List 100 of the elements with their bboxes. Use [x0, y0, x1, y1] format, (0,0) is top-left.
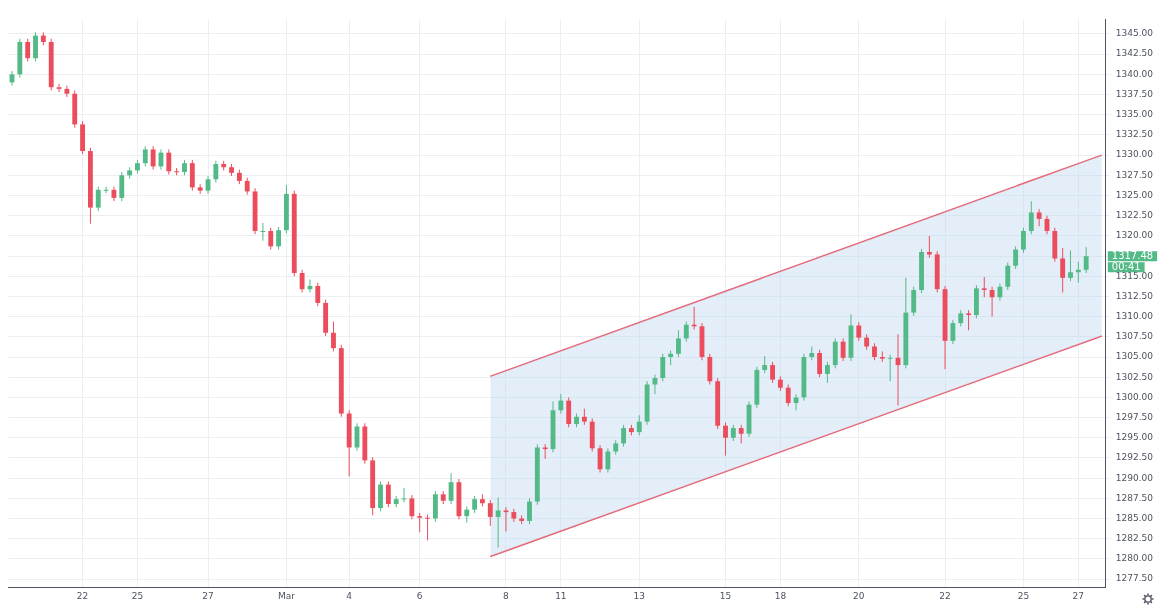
candlestick	[1083, 246, 1089, 274]
candlestick	[260, 222, 266, 242]
candlestick	[378, 480, 383, 512]
x-tick-label: 25	[131, 590, 144, 601]
y-tick-label: 1310.00	[1115, 310, 1154, 321]
y-tick-label: 1285.00	[1115, 512, 1154, 523]
candlestick	[315, 282, 321, 307]
candlestick	[448, 472, 454, 505]
candlestick	[785, 383, 791, 407]
candlestick	[487, 499, 493, 527]
y-tick-label: 1287.50	[1115, 492, 1154, 503]
y-tick-label: 1320.00	[1115, 230, 1154, 241]
candlestick	[723, 421, 728, 457]
x-tick-label: 22	[76, 590, 89, 601]
candlestick	[605, 447, 611, 474]
candlestick	[213, 160, 219, 184]
y-tick-label: 1295.00	[1115, 432, 1154, 443]
candlestick	[911, 286, 917, 317]
candlestick	[621, 424, 627, 448]
candlestick	[636, 414, 642, 436]
candlestick	[56, 83, 62, 93]
y-tick-label: 1315.00	[1115, 270, 1154, 281]
candlestick	[119, 171, 125, 202]
candlestick	[966, 309, 971, 331]
candlestick	[1028, 200, 1034, 235]
candlestick	[276, 226, 282, 251]
x-tick-label: 13	[633, 590, 645, 601]
y-tick-label: 1340.00	[1115, 68, 1154, 79]
candlestick	[1060, 247, 1066, 293]
y-tick-label: 1325.00	[1115, 189, 1154, 200]
y-tick-label: 1322.50	[1115, 210, 1154, 221]
y-tick-label: 1342.50	[1115, 48, 1154, 59]
candlestick	[981, 276, 987, 298]
y-tick-label: 1300.00	[1115, 391, 1154, 402]
candlestick	[825, 361, 830, 384]
y-tick-label: 1327.50	[1115, 169, 1154, 180]
candlestick	[840, 337, 846, 362]
candlestick	[1005, 262, 1011, 291]
y-tick-label: 1312.50	[1115, 290, 1154, 301]
candlestick	[887, 354, 893, 382]
x-tick-label: 15	[719, 590, 732, 601]
x-tick-label: 22	[939, 590, 951, 601]
candlestick	[817, 349, 823, 378]
candlestick	[1013, 245, 1019, 270]
candlestick	[64, 85, 70, 98]
candlestick	[103, 186, 109, 194]
x-tick-label: 18	[774, 590, 787, 601]
y-tick-label: 1335.00	[1115, 109, 1154, 120]
candlestick	[33, 31, 38, 62]
candlestick	[495, 497, 501, 549]
x-tick-label: 27	[1072, 590, 1085, 601]
candlestick	[566, 396, 572, 428]
candlestick	[770, 361, 775, 384]
candlestick	[425, 514, 430, 541]
y-tick-label: 1332.50	[1115, 129, 1154, 140]
candlestick	[832, 337, 838, 369]
candlestick	[1036, 208, 1042, 227]
candlestick	[142, 145, 148, 167]
x-tick-label: Mar	[277, 590, 296, 601]
candlestick	[268, 227, 274, 251]
candlestick	[683, 320, 689, 343]
y-tick-label: 1305.00	[1115, 351, 1154, 362]
text: 1317.48	[1111, 249, 1154, 261]
y-tick-label: 1307.50	[1115, 331, 1154, 342]
x-tick-label: 6	[416, 590, 423, 601]
y-tick-label: 1297.50	[1115, 411, 1154, 422]
candlestick	[738, 424, 744, 444]
candlestick	[1021, 227, 1026, 254]
y-tick-label: 1280.00	[1115, 553, 1154, 564]
y-tick-label: 1290.00	[1115, 472, 1154, 483]
y-tick-label: 1330.00	[1115, 149, 1154, 160]
x-tick-label: 25	[1017, 590, 1030, 601]
candlestick	[385, 480, 391, 508]
candlestick	[95, 186, 101, 212]
candlestick	[856, 321, 862, 342]
candlestick	[676, 329, 681, 358]
candlestick	[25, 38, 31, 62]
candlestick	[793, 393, 799, 411]
candlestick	[409, 494, 415, 520]
candlestick	[558, 393, 564, 415]
candlestick	[660, 353, 666, 382]
x-tick-label: 27	[202, 590, 214, 601]
x-tick-label: 4	[346, 590, 353, 601]
text: 00:41	[1111, 260, 1141, 272]
x-tick-label: 11	[555, 590, 567, 601]
candlestick	[331, 320, 336, 352]
x-tick-label: 8	[503, 590, 510, 601]
candlestick	[166, 148, 172, 175]
y-tick-label: 1302.50	[1115, 371, 1154, 382]
candlestick	[417, 512, 423, 533]
candlestick	[503, 506, 509, 532]
candlestick	[299, 269, 305, 293]
candlestick	[989, 286, 995, 318]
candlestick	[527, 497, 532, 525]
x-tick-label: 20	[853, 590, 865, 601]
candlestick	[1068, 249, 1073, 282]
y-tick-label: 1337.50	[1115, 88, 1154, 99]
candlestick	[150, 145, 156, 171]
y-tick-label: 1292.50	[1115, 452, 1154, 463]
y-tick-label: 1345.00	[1115, 28, 1154, 39]
